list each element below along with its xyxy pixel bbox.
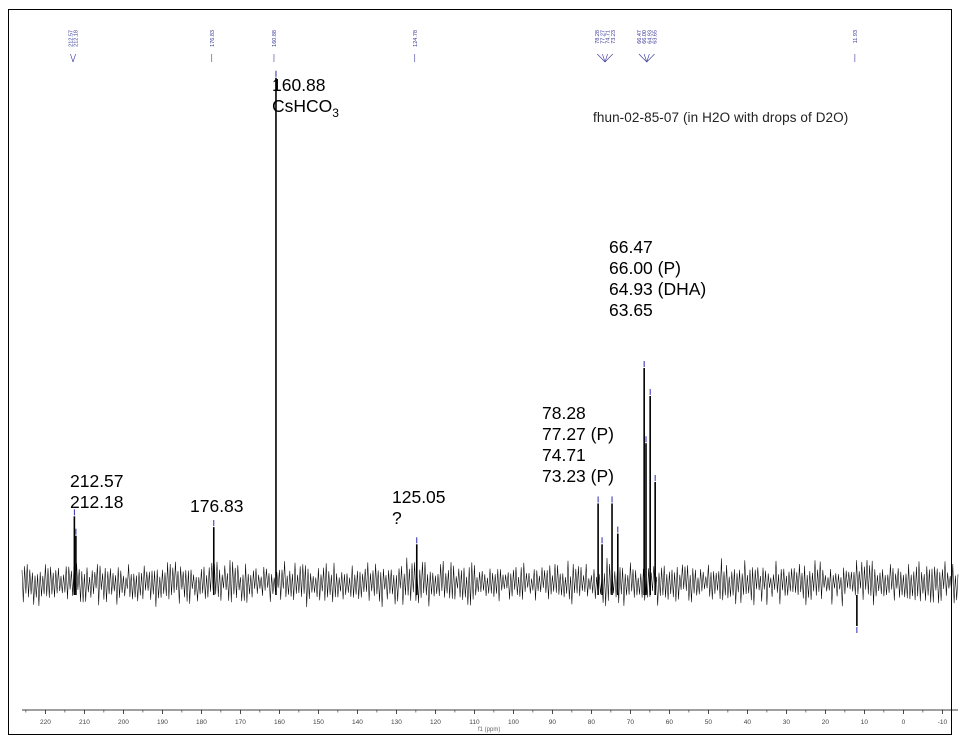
peak-list-label: 160.88 [272, 30, 278, 47]
peak-leader [604, 53, 614, 63]
annotation-line: ? [392, 508, 402, 528]
x-tick-label: 170 [235, 719, 246, 726]
peak-list-label: 64.93 [647, 30, 653, 44]
x-tick-label: 180 [196, 719, 207, 726]
x-tick-label: 200 [118, 719, 129, 726]
x-tick-label: 120 [430, 719, 441, 726]
peak-leader [604, 53, 608, 63]
peak-list-label: 212.18 [74, 30, 80, 47]
peak-leader [646, 53, 650, 63]
x-tick-label: 190 [157, 719, 168, 726]
x-tick-label: 10 [861, 719, 869, 726]
chart-title: fhun-02-85-07 (in H2O with drops of D2O) [593, 110, 849, 125]
plot-frame [8, 9, 952, 735]
annotation-line: 78.28 [542, 403, 586, 423]
annotation-line: 63.65 [609, 300, 653, 320]
peak-list-label: 212.57 [68, 30, 74, 47]
peak-leader [646, 53, 655, 63]
x-axis-label: f1 (ppm) [478, 727, 501, 733]
x-tick-label: 210 [79, 719, 90, 726]
annotation-line: CsHCO [272, 96, 333, 116]
annotation-line: 66.00 (P) [609, 258, 681, 278]
x-tick-label: 40 [744, 719, 752, 726]
x-tick-label: 50 [705, 719, 713, 726]
x-tick-label: 150 [313, 719, 324, 726]
peak-list-label: 176.83 [210, 30, 216, 47]
x-tick-label: 20 [822, 719, 830, 726]
peak-leader [596, 53, 606, 63]
x-tick-label: 110 [469, 719, 480, 726]
x-tick-label: 0 [902, 719, 906, 726]
x-tick-label: 160 [274, 719, 285, 726]
annotation-78-73: 78.28 77.27 (P) 74.71 73.23 (P) [542, 403, 614, 487]
annotation-66-63: 66.47 66.00 (P) 64.93 (DHA) 63.65 [609, 237, 706, 321]
annotation-subscript: 3 [332, 106, 339, 120]
peak-list-label: 74.71 [606, 30, 612, 44]
annotation-line: 64.93 (DHA) [609, 279, 707, 299]
annotation-212: 212.57 212.18 [70, 471, 124, 513]
annotation-line: 212.57 [70, 471, 124, 491]
peak-leader [70, 53, 74, 63]
x-tick-label: 60 [666, 719, 674, 726]
annotation-line: 125.05 [392, 487, 446, 507]
annotation-line: 73.23 (P) [542, 466, 614, 486]
annotation-line: 74.71 [542, 445, 586, 465]
peak-list-label: 11.93 [853, 30, 859, 43]
peak-leader [72, 53, 76, 63]
x-tick-label: 30 [783, 719, 791, 726]
peak-list-label: 77.27 [600, 30, 606, 44]
x-tick-label: -10 [938, 719, 948, 726]
peak-leader [602, 53, 606, 63]
noise-trace [21, 557, 959, 608]
annotation-line: 66.47 [609, 237, 653, 257]
peak-list-label: 66.47 [637, 30, 643, 44]
peak-list-label: 73.23 [611, 30, 617, 44]
x-tick-label: 80 [588, 719, 596, 726]
peak-leader [638, 53, 647, 63]
annotation-line: 176.83 [190, 496, 244, 516]
x-tick-label: 140 [352, 719, 363, 726]
x-tick-label: 90 [549, 719, 557, 726]
annotation-176-83: 176.83 [190, 496, 244, 517]
x-tick-label: 220 [40, 719, 51, 726]
annotation-line: 212.18 [70, 492, 124, 512]
annotation-160-88: 160.88 CsHCO3 [272, 75, 339, 120]
peak-list-label: 63.65 [653, 30, 659, 44]
annotation-line: 160.88 [272, 75, 326, 95]
peak-leader [643, 53, 648, 63]
x-tick-label: 70 [627, 719, 635, 726]
peak-list-label: 78.28 [595, 30, 601, 44]
annotation-125-05: 125.05 ? [392, 487, 446, 529]
peak-list-label: 66.00 [642, 30, 648, 44]
x-tick-label: 130 [391, 719, 402, 726]
annotation-line: 77.27 (P) [542, 424, 614, 444]
x-tick-label: 100 [508, 719, 519, 726]
peak-list-label: 124.78 [413, 30, 419, 47]
